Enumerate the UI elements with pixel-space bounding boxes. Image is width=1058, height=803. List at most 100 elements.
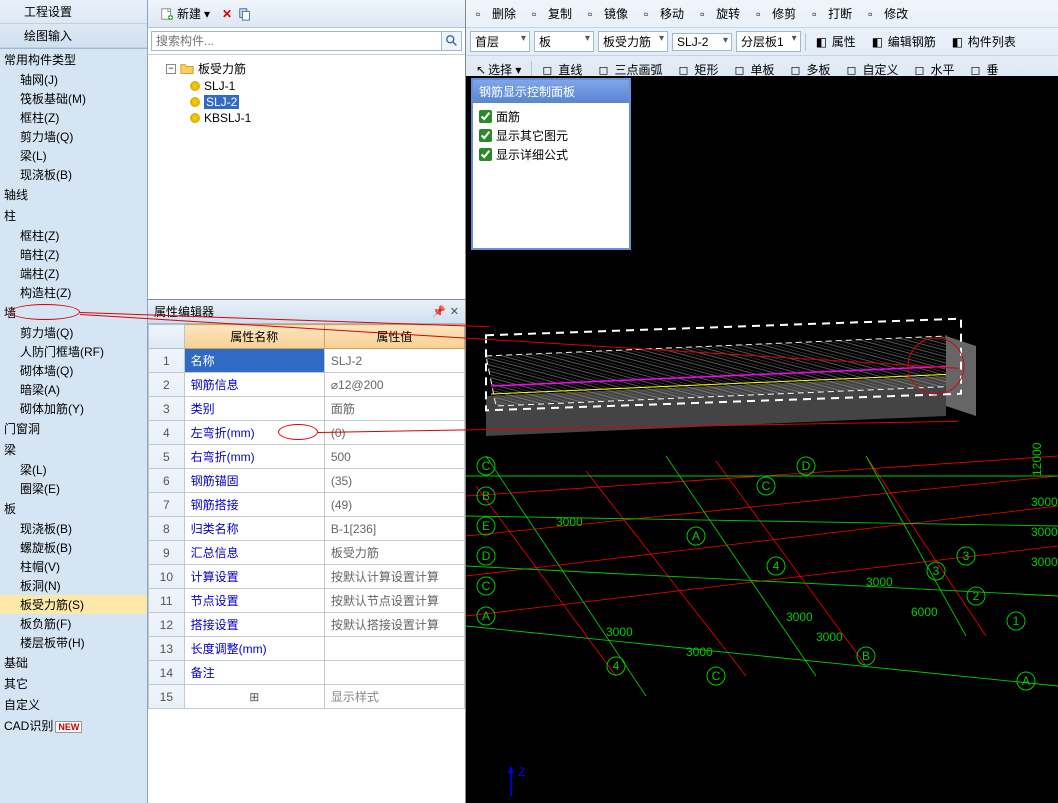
bullet-icon (190, 97, 200, 107)
tree-item[interactable]: 板受力筋(S) (0, 595, 147, 614)
svg-text:2: 2 (973, 589, 980, 603)
new-button[interactable]: 新建 ▾ (154, 3, 216, 24)
property-row[interactable]: 12搭接设置按默认搭接设置计算 (149, 613, 465, 637)
tree-category[interactable]: 墙 (0, 302, 147, 323)
component-tree-item[interactable]: KBSLJ-1 (154, 110, 459, 126)
component-tree: − 板受力筋 SLJ-1SLJ-2KBSLJ-1 (148, 55, 465, 299)
tree-item[interactable]: 筏板基础(M) (0, 89, 147, 108)
property-row[interactable]: 9汇总信息板受力筋 (149, 541, 465, 565)
toolbar-button[interactable]: ▫复制 (526, 2, 578, 25)
tree-item[interactable]: 暗梁(A) (0, 380, 147, 399)
toolbar-button[interactable]: ▫镜像 (582, 2, 634, 25)
search-button[interactable] (442, 31, 462, 51)
svg-text:3000: 3000 (1031, 555, 1058, 569)
expand-icon[interactable]: ⊞ (184, 685, 324, 709)
toolbar-dropdown[interactable]: 板受力筋 (598, 31, 668, 52)
tree-category[interactable]: CAD识别NEW (0, 715, 147, 736)
toolbar-button[interactable]: ▫修剪 (750, 2, 802, 25)
tool-icon: ▫ (476, 7, 490, 21)
toolbar-button[interactable]: ▫删除 (470, 2, 522, 25)
property-row[interactable]: 13长度调整(mm) (149, 637, 465, 661)
tree-item[interactable]: 暗柱(Z) (0, 245, 147, 264)
property-row[interactable]: 10计算设置按默认计算设置计算 (149, 565, 465, 589)
header-draw-input[interactable]: 绘图输入 (0, 24, 147, 48)
tree-item[interactable]: 柱帽(V) (0, 557, 147, 576)
tree-item[interactable]: 框柱(Z) (0, 108, 147, 127)
property-row[interactable]: 1名称SLJ-2 (149, 349, 465, 373)
tree-item[interactable]: 楼层板带(H) (0, 633, 147, 652)
component-tree-item[interactable]: SLJ-2 (154, 94, 459, 110)
tree-category[interactable]: 基础 (0, 652, 147, 673)
3d-scene: CBEDCAACDCB4321A34 300030003000300030003… (466, 76, 1058, 803)
tree-category[interactable]: 梁 (0, 439, 147, 460)
property-row[interactable]: 15⊞显示样式 (149, 685, 465, 709)
toolbar-dropdown[interactable]: 板 (534, 31, 594, 52)
svg-text:3000: 3000 (606, 625, 633, 639)
property-row[interactable]: 11节点设置按默认节点设置计算 (149, 589, 465, 613)
property-row[interactable]: 6钢筋锚固(35) (149, 469, 465, 493)
close-icon[interactable]: ✕ (450, 305, 459, 318)
toolbar-button[interactable]: ▫移动 (638, 2, 690, 25)
tool-icon: ◻ (847, 63, 861, 77)
tree-item[interactable]: 螺旋板(B) (0, 538, 147, 557)
tree-category[interactable]: 其它 (0, 673, 147, 694)
toolbar-button[interactable]: ◧属性 (810, 30, 862, 53)
tree-item[interactable]: 剪力墙(Q) (0, 127, 147, 146)
collapse-icon[interactable]: − (166, 64, 176, 74)
tree-item[interactable]: 端柱(Z) (0, 264, 147, 283)
svg-text:3000: 3000 (1031, 525, 1058, 539)
svg-text:D: D (802, 459, 811, 473)
tree-item[interactable]: 梁(L) (0, 460, 147, 479)
tree-item[interactable]: 现浇板(B) (0, 519, 147, 538)
tree-item[interactable]: 板洞(N) (0, 576, 147, 595)
pin-icon[interactable]: 📌 (432, 305, 446, 318)
property-row[interactable]: 14备注 (149, 661, 465, 685)
toolbar-button[interactable]: ◧构件列表 (946, 30, 1022, 53)
tree-category[interactable]: 自定义 (0, 694, 147, 715)
tree-category[interactable]: 柱 (0, 205, 147, 226)
copy-icon[interactable] (238, 7, 252, 21)
bullet-icon (190, 81, 200, 91)
tree-item[interactable]: 梁(L) (0, 146, 147, 165)
property-row[interactable]: 2钢筋信息⌀12@200 (149, 373, 465, 397)
col-name: 属性名称 (184, 325, 324, 349)
tree-item[interactable]: 轴网(J) (0, 70, 147, 89)
tree-category[interactable]: 板 (0, 498, 147, 519)
toolbar-button[interactable]: ▫修改 (862, 2, 914, 25)
tool-icon: ▫ (532, 7, 546, 21)
tree-category[interactable]: 门窗洞 (0, 418, 147, 439)
property-row[interactable]: 4左弯折(mm)(0) (149, 421, 465, 445)
component-tree-item[interactable]: SLJ-1 (154, 78, 459, 94)
tool-icon: ◧ (952, 35, 966, 49)
delete-icon[interactable]: ✕ (222, 7, 232, 21)
property-row[interactable]: 5右弯折(mm)500 (149, 445, 465, 469)
property-row[interactable]: 7钢筋搭接(49) (149, 493, 465, 517)
toolbar-dropdown[interactable]: 分层板1 (736, 31, 801, 52)
tree-item[interactable]: 人防门框墙(RF) (0, 342, 147, 361)
tree-item[interactable]: 构造柱(Z) (0, 283, 147, 302)
tool-icon: ▫ (812, 7, 826, 21)
toolbar-button[interactable]: ◧编辑钢筋 (866, 30, 942, 53)
property-row[interactable]: 8归类名称B-1[236] (149, 517, 465, 541)
header-project-settings[interactable]: 工程设置 (0, 0, 147, 24)
tree-item[interactable]: 板负筋(F) (0, 614, 147, 633)
toolbar-dropdown[interactable]: 首层 (470, 31, 530, 52)
svg-text:4: 4 (613, 659, 620, 673)
tree-item[interactable]: 框柱(Z) (0, 226, 147, 245)
tree-item[interactable]: 砌体加筋(Y) (0, 399, 147, 418)
toolbar-dropdown[interactable]: SLJ-2 (672, 33, 732, 51)
tree-item[interactable]: 圈梁(E) (0, 479, 147, 498)
svg-text:6000: 6000 (911, 605, 938, 619)
tree-category[interactable]: 常用构件类型 (0, 49, 147, 70)
tree-item[interactable]: 剪力墙(Q) (0, 323, 147, 342)
tree-item[interactable]: 现浇板(B) (0, 165, 147, 184)
search-input[interactable] (151, 31, 442, 51)
svg-text:D: D (482, 549, 491, 563)
3d-viewport[interactable]: 钢筋显示控制面板 面筋显示其它图元显示详细公式 (466, 76, 1058, 803)
toolbar-button[interactable]: ▫打断 (806, 2, 858, 25)
property-row[interactable]: 3类别面筋 (149, 397, 465, 421)
tree-item[interactable]: 砌体墙(Q) (0, 361, 147, 380)
toolbar-button[interactable]: ▫旋转 (694, 2, 746, 25)
tree-category[interactable]: 轴线 (0, 184, 147, 205)
tree-root[interactable]: − 板受力筋 (154, 59, 459, 78)
